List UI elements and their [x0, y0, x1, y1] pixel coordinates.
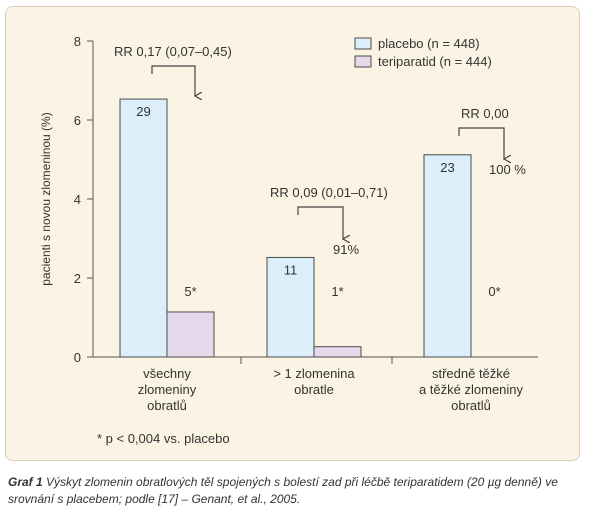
category-label-2-2: obratlů: [451, 398, 491, 413]
category-label-0-1: zlomeniny: [138, 382, 197, 397]
category-label-0-2: obratlů: [147, 398, 187, 413]
category-label-2-0: středně těžké: [432, 366, 510, 381]
data-label-teriparatid-2: 0*: [488, 284, 500, 299]
y-tick-label-3: 6: [74, 113, 81, 128]
rr-bracket-1: [297, 206, 343, 239]
y-tick-label-2: 4: [74, 192, 81, 207]
legend-swatch-0: [354, 37, 372, 50]
data-label-teriparatid-1: 1*: [331, 284, 343, 299]
legend-label-0: placebo (n = 448): [378, 36, 480, 51]
chart-panel: [5, 6, 580, 461]
rr-annotation-0: RR 0,17 (0,07–0,45): [114, 44, 232, 59]
footnote: * p < 0,004 vs. placebo: [97, 431, 230, 446]
risk-reduction-2: 100 %: [489, 162, 526, 177]
rr-annotation-1: RR 0,09 (0,01–0,71): [270, 185, 388, 200]
bar-placebo-2: [423, 154, 472, 358]
data-label-placebo-2: 23: [440, 160, 454, 175]
rr-bracket-0: [151, 65, 195, 96]
category-label-1-0: > 1 zlomenina: [273, 366, 355, 381]
figure-caption: Graf 1 Výskyt zlomenin obratlových těl s…: [8, 474, 578, 508]
risk-reduction-1: 91%: [333, 242, 359, 257]
y-tick-label-4: 8: [74, 34, 81, 49]
legend-label-1: teriparatid (n = 444): [378, 54, 492, 69]
bar-placebo-1: [266, 256, 315, 358]
data-label-placebo-0: 29: [136, 104, 150, 119]
y-axis-label: pacienti s novou zlomeninou (%): [39, 112, 53, 285]
rr-bracket-2: [458, 127, 504, 159]
bar-placebo-0: [119, 98, 168, 358]
legend-swatch-1: [354, 55, 372, 68]
category-label-2-1: a těžké zlomeniny: [419, 382, 524, 397]
caption-text: Výskyt zlomenin obratlových těl spojenýc…: [8, 475, 558, 506]
data-label-teriparatid-0: 5*: [184, 284, 196, 299]
rr-annotation-2: RR 0,00: [461, 106, 509, 121]
category-label-1-1: obratle: [294, 382, 334, 397]
bar-teriparatid-0: [166, 311, 215, 358]
y-tick-label-1: 2: [74, 271, 81, 286]
bar-teriparatid-1: [313, 346, 362, 358]
category-label-0-0: všechny: [143, 366, 191, 381]
y-tick-label-0: 0: [74, 350, 81, 365]
data-label-placebo-1: 11: [284, 262, 298, 277]
caption-label: Graf 1: [8, 475, 43, 489]
